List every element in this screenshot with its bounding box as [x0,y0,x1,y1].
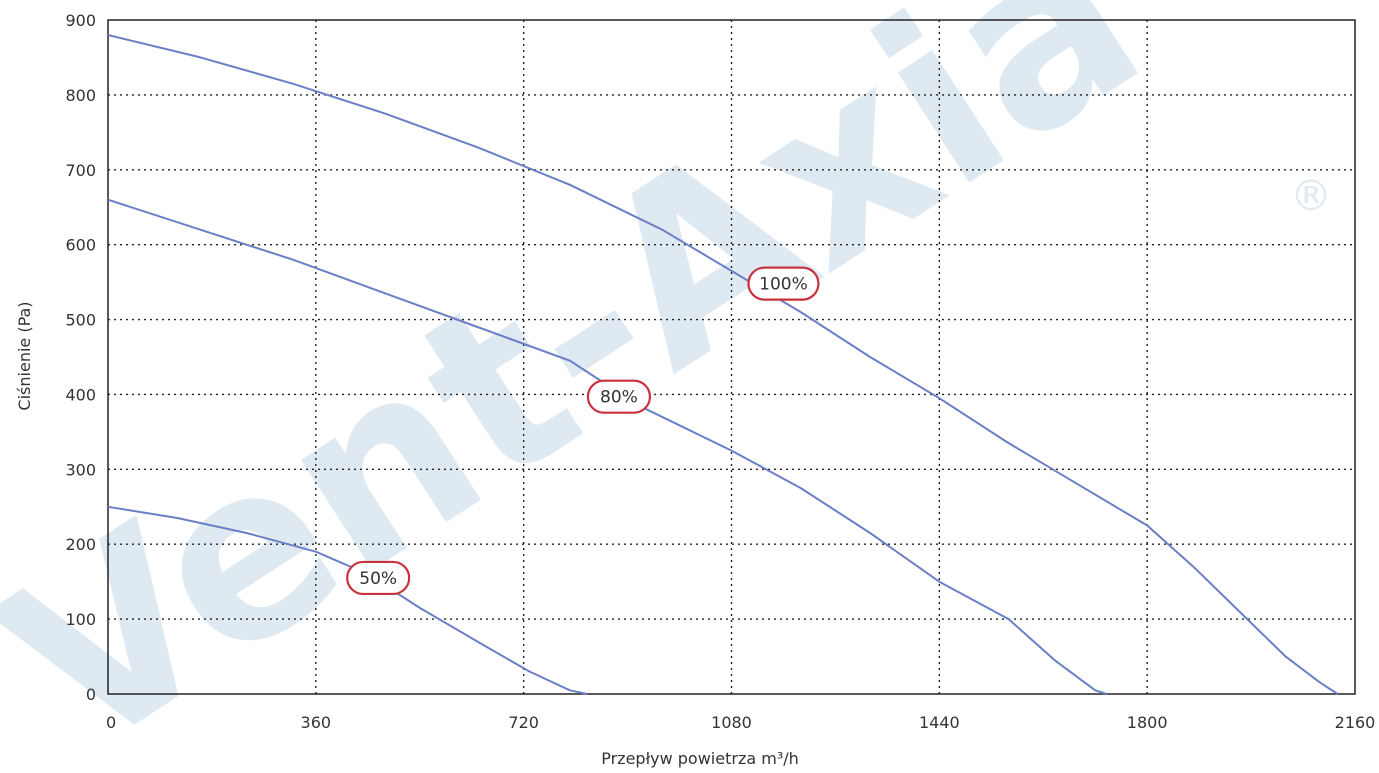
y-tick-label: 200 [65,535,96,554]
x-tick-label: 1440 [919,713,960,732]
badge-outline [586,379,652,414]
y-tick-label: 0 [86,685,96,704]
badge-outline [346,560,411,596]
x-tick-label: 1080 [711,713,752,732]
axes: 0 360 720 1080 1440 1800 2160 0 100 200 300 400 500 6… [65,11,1375,732]
series-label-text: 80% [600,388,638,408]
x-tick-label: 2160 [1335,713,1376,732]
y-tick-label: 300 [65,460,96,479]
x-tick-label: 0 [106,713,116,732]
series-label-badge-0: 100% [747,266,820,301]
series-label-badge-1: 80% [586,379,652,414]
watermark: Vent-Axia ® [0,0,1332,773]
y-tick-label: 900 [65,11,96,30]
series-label-text: 50% [359,569,397,589]
registered-mark: ® [1290,171,1332,220]
x-tick-label: 1800 [1127,713,1168,732]
x-axis-title: Przepływ powietrza m³/h [601,749,799,768]
y-tick-label: 500 [65,311,96,330]
x-tick-label: 360 [301,713,332,732]
series-line-0 [107,34,1339,695]
grid [108,20,1355,694]
y-tick-label: 400 [65,385,96,404]
series-line-1 [107,198,1108,695]
x-tick-label: 720 [508,713,539,732]
y-tick-label: 600 [65,236,96,255]
y-axis-title: Ciśnienie (Pa) [15,301,34,410]
y-tick-label: 800 [65,86,96,105]
y-tick-label: 100 [65,610,96,629]
badge-outline [747,266,820,301]
series-labels: 100% 80% 50% [346,266,820,596]
plot-frame [107,19,1356,695]
y-tick-label: 700 [65,161,96,180]
series-label-badge-2: 50% [346,560,411,596]
series-label-text: 100% [759,275,808,295]
